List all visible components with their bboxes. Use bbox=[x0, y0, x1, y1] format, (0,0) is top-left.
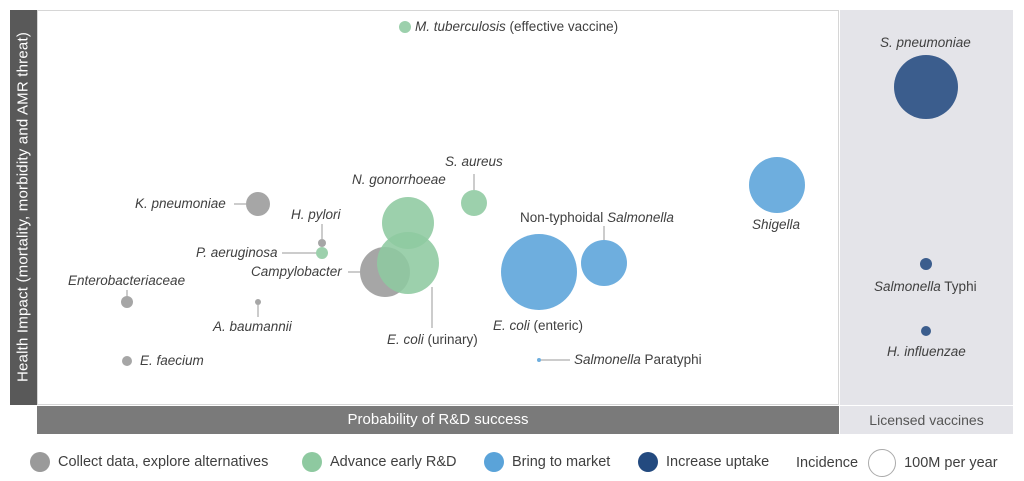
point-label: N. gonorrhoeae bbox=[352, 172, 446, 188]
bubble-12 bbox=[581, 240, 627, 286]
point-label-part: A. baumannii bbox=[213, 319, 292, 334]
bubble-3 bbox=[246, 192, 270, 216]
legend-swatch-dark-blue bbox=[638, 452, 658, 472]
point-label: E. coli (urinary) bbox=[387, 332, 478, 348]
point-label-part: (effective vaccine) bbox=[505, 19, 619, 34]
point-label-part: Paratyphi bbox=[640, 352, 702, 367]
point-label-part: Non-typhoidal bbox=[520, 210, 608, 225]
point-label: K. pneumoniae bbox=[135, 196, 226, 212]
x-axis-label-bar: Probability of R&D success bbox=[37, 406, 839, 434]
point-label: Enterobacteriaceae bbox=[68, 273, 185, 289]
point-label: Campylobacter bbox=[251, 264, 342, 280]
bubble-10 bbox=[122, 356, 132, 366]
point-label-part: (enteric) bbox=[529, 318, 584, 333]
point-label: Shigella bbox=[752, 217, 800, 233]
licensed-vaccines-label: Licensed vaccines bbox=[869, 412, 984, 428]
plot-area bbox=[37, 10, 839, 405]
bubble-1 bbox=[461, 190, 487, 216]
point-label-part: Salmonella bbox=[607, 210, 674, 225]
point-label-part: M. tuberculosis bbox=[415, 19, 506, 34]
point-label-part: E. coli bbox=[387, 332, 424, 347]
legend-swatch-gray bbox=[30, 452, 50, 472]
legend-item-increase: Increase uptake bbox=[638, 452, 769, 472]
bubble-17 bbox=[921, 326, 931, 336]
bubble-7 bbox=[377, 232, 439, 294]
point-label: H. influenzae bbox=[887, 344, 966, 360]
licensed-vaccines-label-bar: Licensed vaccines bbox=[840, 406, 1013, 434]
legend-item-advance: Advance early R&D bbox=[302, 452, 457, 472]
bubble-9 bbox=[255, 299, 261, 305]
legend-label: Bring to market bbox=[512, 454, 611, 470]
point-label: Salmonella Paratyphi bbox=[574, 352, 702, 368]
legend-label: Increase uptake bbox=[666, 454, 770, 470]
point-label: A. baumannii bbox=[213, 319, 292, 335]
point-label: Salmonella Typhi bbox=[874, 279, 977, 295]
bubble-13 bbox=[537, 358, 541, 362]
point-label: M. tuberculosis (effective vaccine) bbox=[415, 19, 618, 35]
bubble-11 bbox=[501, 234, 577, 310]
point-label-part: P. aeruginosa bbox=[196, 245, 278, 260]
point-label-part: Campylobacter bbox=[251, 264, 342, 279]
point-label-part: N. gonorrhoeae bbox=[352, 172, 446, 187]
legend-swatch-light-blue bbox=[484, 452, 504, 472]
legend-item-size: Incidence 100M per year bbox=[796, 449, 998, 477]
legend: Collect data, explore alternatives Advan… bbox=[30, 449, 1020, 480]
point-label-part: E. coli bbox=[493, 318, 530, 333]
point-label-part: S. aureus bbox=[445, 154, 503, 169]
point-label-part: Typhi bbox=[940, 279, 977, 294]
point-label-part: H. influenzae bbox=[887, 344, 966, 359]
point-label: H. pylori bbox=[291, 207, 341, 223]
point-label-part: Salmonella bbox=[574, 352, 641, 367]
point-label-part: K. pneumoniae bbox=[135, 196, 226, 211]
point-label-part: Salmonella bbox=[874, 279, 941, 294]
y-axis-label-bar bbox=[10, 10, 37, 405]
legend-size-title: Incidence bbox=[796, 455, 859, 471]
bubble-14 bbox=[749, 157, 805, 213]
point-label: E. coli (enteric) bbox=[493, 318, 583, 334]
point-label: P. aeruginosa bbox=[196, 245, 278, 261]
bubble-15 bbox=[894, 55, 958, 119]
legend-label: Collect data, explore alternatives bbox=[58, 454, 269, 470]
x-axis-label: Probability of R&D success bbox=[347, 411, 529, 428]
legend-label: Advance early R&D bbox=[330, 454, 457, 470]
point-label: S. aureus bbox=[445, 154, 503, 170]
bubble-8 bbox=[121, 296, 133, 308]
point-label-part: Shigella bbox=[752, 217, 801, 232]
point-label: S. pneumoniae bbox=[880, 35, 971, 51]
legend-size-label: 100M per year bbox=[904, 455, 998, 471]
bubble-0 bbox=[399, 21, 411, 33]
point-label-part: (urinary) bbox=[423, 332, 478, 347]
point-label-part: E. faecium bbox=[140, 353, 204, 368]
point-label: Non-typhoidal Salmonella bbox=[520, 210, 674, 226]
point-label-part: S. pneumoniae bbox=[880, 35, 971, 50]
legend-swatch-green bbox=[302, 452, 322, 472]
point-label-part: H. pylori bbox=[291, 207, 341, 222]
point-label-part: Enterobacteriaceae bbox=[68, 273, 186, 288]
bubble-16 bbox=[920, 258, 932, 270]
legend-item-bring: Bring to market bbox=[484, 452, 610, 472]
legend-size-ring bbox=[868, 449, 897, 477]
bubble-4 bbox=[318, 239, 326, 247]
legend-item-collect: Collect data, explore alternatives bbox=[30, 452, 268, 472]
point-label: E. faecium bbox=[140, 353, 204, 369]
bubble-5 bbox=[316, 247, 328, 259]
